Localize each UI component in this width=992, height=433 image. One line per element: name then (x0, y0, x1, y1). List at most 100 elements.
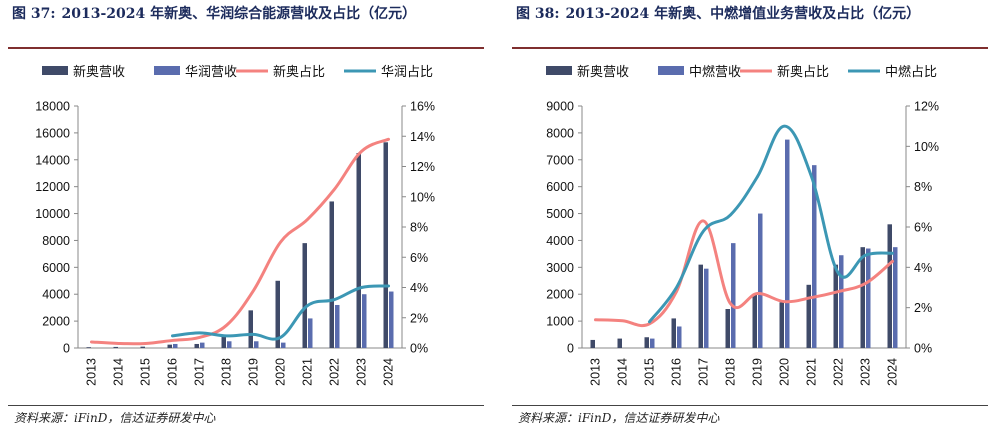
x-tick-label: 2016 (670, 358, 684, 386)
y2-tick-label: 10% (914, 140, 939, 154)
bar-series (173, 291, 394, 348)
bar (644, 337, 649, 348)
y-tick-label: 3000 (546, 261, 574, 275)
y2-tick-label: 2% (410, 311, 428, 325)
bar (383, 142, 388, 348)
y2-tick-label: 6% (410, 251, 428, 265)
bar (221, 334, 226, 348)
figure-label: 图 37: (12, 6, 56, 22)
y2-tick-label: 16% (410, 100, 435, 114)
x-tick-label: 2020 (778, 358, 792, 386)
bar (785, 139, 790, 348)
bar (167, 344, 172, 348)
y-tick-label: 0 (567, 342, 574, 356)
y2-tick-label: 0% (914, 342, 932, 356)
bar (86, 347, 91, 348)
y2-tick-label: 4% (410, 281, 428, 295)
chart-legend: 新奥营收 华润营收 新奥占比 华润占比 (42, 64, 433, 80)
bar (617, 338, 622, 348)
y2-tick-label: 2% (914, 301, 932, 315)
bar (335, 304, 340, 348)
y-tick-label: 0 (63, 342, 70, 356)
bar (590, 339, 595, 348)
bar (362, 294, 367, 348)
y-tick-label: 18000 (35, 100, 70, 114)
source-note: 资料来源：iFinD，信达证券研发中心 (14, 411, 216, 425)
x-tick-label: 2017 (193, 358, 207, 386)
y-tick-label: 9000 (546, 100, 574, 114)
y2-tick-label: 10% (410, 190, 435, 204)
y-tick-label: 14000 (35, 153, 70, 167)
line-series (594, 219, 894, 328)
bar (113, 346, 118, 348)
x-tick-label: 2023 (859, 358, 873, 386)
line-series (648, 124, 894, 324)
y2-tick-label: 4% (914, 261, 932, 275)
bar (140, 346, 145, 348)
figure-title: 2013-2024 年新奥、华润综合能源营收及占比（亿元） (61, 6, 417, 22)
bar (758, 213, 763, 348)
x-tick-label: 2023 (355, 358, 369, 386)
x-tick-label: 2022 (832, 358, 846, 386)
bar (650, 338, 655, 348)
bar (893, 247, 898, 348)
title-rule (8, 47, 484, 49)
legend-label: 新奥占比 (777, 64, 829, 80)
legend-label: 华润营收 (185, 65, 237, 80)
bar (329, 201, 334, 348)
bar (704, 268, 709, 348)
x-tick-label: 2024 (886, 358, 900, 386)
legend-label: 中燃营收 (689, 64, 741, 80)
bar (812, 165, 817, 348)
bar (302, 243, 307, 348)
title-rule (512, 47, 988, 49)
y-tick-label: 10000 (35, 207, 70, 221)
bar (356, 153, 361, 348)
legend-swatch (42, 66, 68, 75)
y-tick-label: 7000 (546, 153, 574, 167)
bar (227, 341, 232, 348)
x-tick-label: 2017 (697, 358, 711, 386)
bar (806, 284, 811, 348)
x-tick-label: 2021 (301, 358, 315, 386)
y-tick-label: 2000 (42, 315, 70, 329)
bar (254, 341, 259, 348)
y2-tick-label: 14% (410, 130, 435, 144)
x-tick-label: 2015 (643, 358, 657, 386)
bar (173, 343, 178, 348)
x-tick-label: 2014 (616, 358, 630, 386)
bar (275, 280, 280, 348)
chart-title: 图 37: 2013-2024 年新奥、华润综合能源营收及占比（亿元） (12, 4, 484, 46)
legend-swatch (546, 66, 572, 75)
bar (677, 326, 682, 348)
y2-tick-label: 8% (914, 180, 932, 194)
x-tick-label: 2013 (85, 358, 99, 386)
figure-label: 图 38: (516, 6, 560, 22)
line-series (171, 284, 390, 341)
bar-series (650, 139, 898, 348)
y-tick-label: 8000 (546, 126, 574, 140)
x-tick-label: 2021 (805, 358, 819, 386)
x-tick-label: 2016 (166, 358, 180, 386)
bar (200, 342, 205, 348)
bar (833, 264, 838, 348)
legend-label: 新奥营收 (577, 64, 629, 80)
y2-tick-label: 12% (914, 100, 939, 114)
y-tick-label: 8000 (42, 234, 70, 248)
bar (281, 342, 286, 348)
y-tick-label: 5000 (546, 207, 574, 221)
legend-label: 新奥占比 (273, 64, 325, 80)
bar-series (86, 142, 388, 348)
x-tick-label: 2022 (328, 358, 342, 386)
source-note: 资料来源：iFinD，信达证券研发中心 (518, 411, 720, 425)
legend-swatch (154, 66, 180, 75)
x-tick-label: 2019 (247, 358, 261, 386)
x-tick-label: 2018 (220, 358, 234, 386)
combo-chart-left: 新奥营收 华润营收 新奥占比 华润占比 0 2000 4000 6000 8000 10000 12… (35, 64, 435, 386)
bar (248, 310, 253, 348)
legend-label: 中燃占比 (885, 64, 937, 80)
chart-panel-right: 图 38: 2013-2024 年新奥、中燃增值业务营收及占比（亿元） 新奥营收 中… (512, 0, 992, 433)
y-tick-label: 6000 (42, 261, 70, 275)
bar (671, 318, 676, 348)
y-tick-label: 12000 (35, 180, 70, 194)
